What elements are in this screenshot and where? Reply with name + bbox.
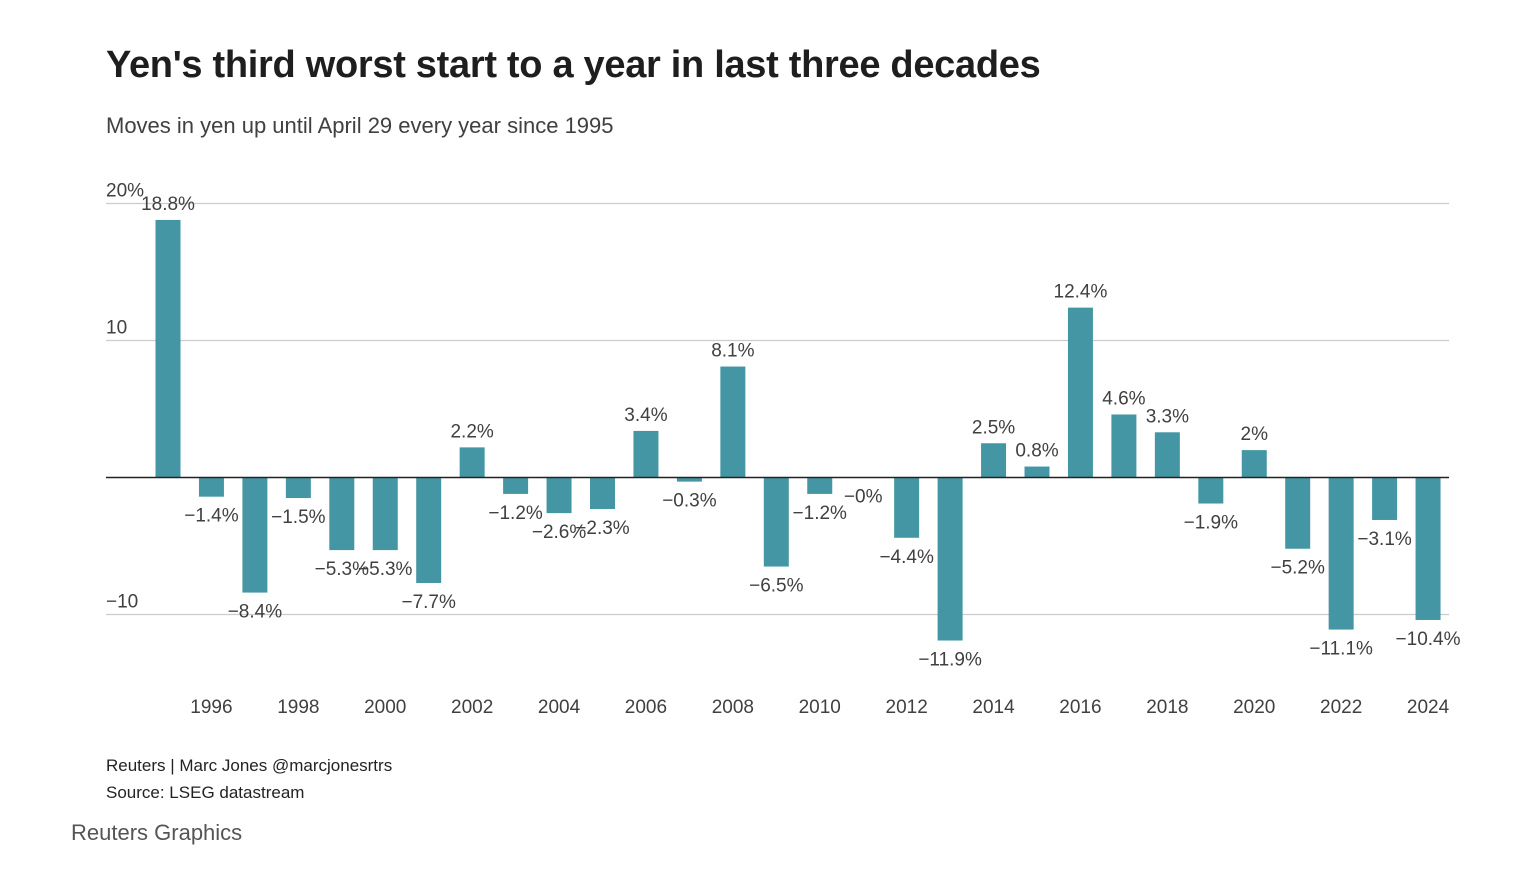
data-label: −3.1% bbox=[1357, 529, 1412, 550]
data-label: −1.2% bbox=[793, 503, 848, 524]
bar bbox=[1198, 477, 1224, 504]
data-label: −0.3% bbox=[662, 491, 717, 512]
x-tick-label: 2004 bbox=[538, 697, 581, 718]
data-label: −11.9% bbox=[918, 650, 982, 671]
bar bbox=[894, 477, 920, 538]
data-label: −11.1% bbox=[1309, 639, 1373, 660]
data-label: −2.6% bbox=[532, 522, 587, 543]
data-label: −1.4% bbox=[184, 506, 239, 527]
x-tick-label: 2018 bbox=[1146, 697, 1188, 718]
x-tick-label: 1996 bbox=[190, 697, 232, 718]
x-axis: 1996 1998 2000 2002 2004 2006 2008 2010 2012 2014… bbox=[106, 476, 1450, 718]
data-label: 2% bbox=[1241, 424, 1269, 445]
bar bbox=[329, 477, 355, 551]
bar bbox=[981, 443, 1007, 478]
bar bbox=[1372, 477, 1398, 520]
bar bbox=[242, 477, 268, 593]
bar bbox=[720, 366, 746, 478]
data-label: −1.5% bbox=[271, 507, 326, 528]
y-tick-label: 20% bbox=[106, 181, 144, 202]
bar bbox=[198, 477, 224, 497]
x-tick-label: 2000 bbox=[364, 697, 406, 718]
x-tick-label: 2002 bbox=[451, 697, 493, 718]
bar bbox=[633, 430, 659, 478]
x-tick-label: 2012 bbox=[886, 697, 928, 718]
data-label: 3.4% bbox=[624, 405, 667, 426]
bar-chart: 20% 10 −10 18.8% −1.4% −8.4% −1.5% −5.3%−5.3% −… bbox=[106, 181, 1461, 718]
x-tick-label: 2006 bbox=[625, 697, 667, 718]
data-label: −5.3% bbox=[315, 559, 370, 580]
byline: Reuters | Marc Jones @marcjonesrtrs bbox=[106, 756, 393, 775]
bar bbox=[1111, 414, 1137, 478]
grid-layer: 20% 10 −10 bbox=[106, 181, 1449, 616]
bar bbox=[1154, 432, 1180, 478]
y-tick-label: 10 bbox=[106, 318, 127, 339]
data-labels-layer: 18.8% −1.4% −8.4% −1.5% −5.3%−5.3% −7.7% 2.2% −… bbox=[141, 194, 1461, 671]
bars-layer bbox=[155, 219, 1441, 641]
x-tick-label: 2008 bbox=[712, 697, 754, 718]
data-label: −0% bbox=[844, 487, 883, 508]
source-note: Source: LSEG datastream bbox=[106, 783, 305, 802]
data-label: −4.4% bbox=[879, 547, 934, 568]
bar bbox=[1067, 307, 1093, 478]
data-label: −5.3% bbox=[358, 559, 413, 580]
data-label: 18.8% bbox=[141, 194, 195, 215]
x-tick-label: 2014 bbox=[972, 697, 1015, 718]
data-label: 12.4% bbox=[1054, 282, 1108, 303]
x-tick-label: 2022 bbox=[1320, 697, 1362, 718]
bar bbox=[1285, 477, 1311, 549]
bar bbox=[372, 477, 398, 551]
data-label: 3.3% bbox=[1146, 406, 1189, 427]
data-label: −8.4% bbox=[228, 602, 283, 623]
data-label: 0.8% bbox=[1015, 441, 1058, 462]
x-tick-label: 2010 bbox=[799, 697, 841, 718]
x-tick-label: 2020 bbox=[1233, 697, 1275, 718]
data-label: 2.2% bbox=[450, 421, 493, 442]
chart-title: Yen's third worst start to a year in las… bbox=[106, 44, 1041, 86]
data-label: −2.3% bbox=[575, 518, 630, 539]
data-label: 8.1% bbox=[711, 341, 754, 362]
data-label: 2.5% bbox=[972, 417, 1015, 438]
bar bbox=[416, 477, 442, 583]
x-tick-label: 1998 bbox=[277, 697, 319, 718]
bar bbox=[546, 477, 572, 514]
data-label: 4.6% bbox=[1102, 388, 1145, 409]
bar bbox=[285, 477, 311, 499]
data-label: −7.7% bbox=[401, 592, 456, 613]
bar bbox=[1328, 477, 1354, 630]
bar bbox=[1415, 477, 1441, 620]
bar bbox=[1241, 450, 1267, 478]
x-tick-label: 2024 bbox=[1407, 697, 1450, 718]
data-label: −6.5% bbox=[749, 576, 804, 597]
bar bbox=[590, 477, 615, 510]
y-tick-label: −10 bbox=[106, 592, 138, 613]
brand-label: Reuters Graphics bbox=[71, 820, 243, 845]
data-label: −5.2% bbox=[1270, 558, 1325, 579]
bar bbox=[155, 219, 181, 478]
bar bbox=[763, 477, 789, 567]
bar bbox=[503, 477, 529, 494]
bar bbox=[459, 447, 485, 478]
x-tick-label: 2016 bbox=[1059, 697, 1101, 718]
bar bbox=[937, 477, 963, 641]
chart-subtitle: Moves in yen up until April 29 every yea… bbox=[106, 113, 614, 138]
data-label: −1.9% bbox=[1184, 513, 1239, 534]
bar bbox=[807, 477, 833, 494]
bar bbox=[1024, 466, 1050, 478]
data-label: −10.4% bbox=[1396, 629, 1461, 650]
bar bbox=[676, 477, 702, 482]
data-label: −1.2% bbox=[488, 503, 543, 524]
